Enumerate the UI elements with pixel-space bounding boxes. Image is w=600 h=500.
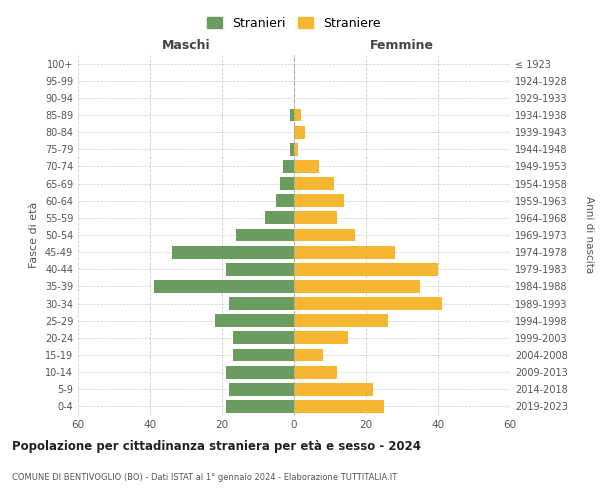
Bar <box>229 383 294 396</box>
Bar <box>226 366 294 378</box>
Bar <box>294 263 438 276</box>
Bar <box>226 400 294 413</box>
Bar <box>294 143 298 156</box>
Bar <box>172 246 294 258</box>
Bar <box>233 332 294 344</box>
Bar <box>294 348 323 362</box>
Bar <box>294 280 420 293</box>
Bar <box>154 280 294 293</box>
Legend: Stranieri, Straniere: Stranieri, Straniere <box>202 12 386 35</box>
Bar <box>294 314 388 327</box>
Bar <box>283 160 294 173</box>
Text: Femmine: Femmine <box>370 38 434 52</box>
Bar <box>294 366 337 378</box>
Bar <box>294 177 334 190</box>
Bar <box>294 194 344 207</box>
Y-axis label: Fasce di età: Fasce di età <box>29 202 39 268</box>
Text: Popolazione per cittadinanza straniera per età e sesso - 2024: Popolazione per cittadinanza straniera p… <box>12 440 421 453</box>
Bar <box>294 246 395 258</box>
Bar <box>294 332 348 344</box>
Bar <box>265 212 294 224</box>
Bar <box>294 383 373 396</box>
Bar <box>294 212 337 224</box>
Bar <box>215 314 294 327</box>
Bar <box>294 400 384 413</box>
Text: COMUNE DI BENTIVOGLIO (BO) - Dati ISTAT al 1° gennaio 2024 - Elaborazione TUTTIT: COMUNE DI BENTIVOGLIO (BO) - Dati ISTAT … <box>12 472 397 482</box>
Bar <box>294 160 319 173</box>
Bar <box>294 228 355 241</box>
Y-axis label: Anni di nascita: Anni di nascita <box>584 196 595 274</box>
Bar <box>280 177 294 190</box>
Bar <box>226 263 294 276</box>
Bar <box>294 126 305 138</box>
Bar <box>290 108 294 122</box>
Bar <box>294 297 442 310</box>
Bar <box>276 194 294 207</box>
Bar <box>294 108 301 122</box>
Bar <box>290 143 294 156</box>
Bar <box>236 228 294 241</box>
Bar <box>233 348 294 362</box>
Bar <box>229 297 294 310</box>
Text: Maschi: Maschi <box>161 38 211 52</box>
